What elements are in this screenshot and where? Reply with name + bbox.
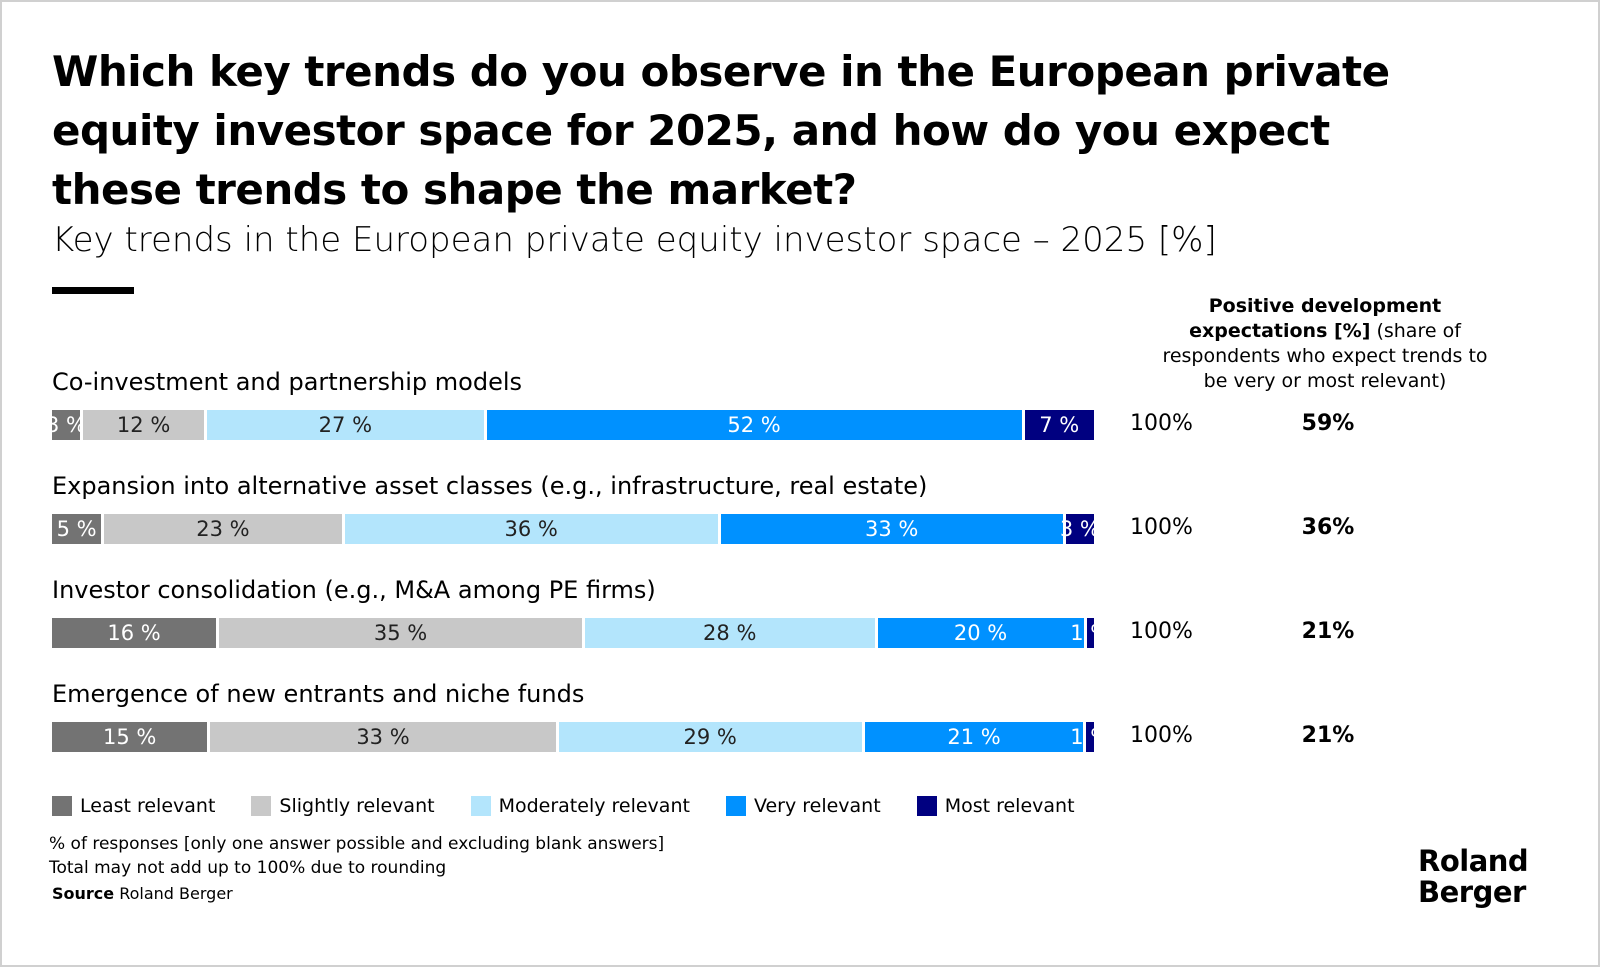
bar-segment: 21 % (864, 722, 1084, 752)
bar-segment: 27 % (207, 410, 484, 440)
row-total: 100% (1130, 723, 1193, 748)
row-label: Emergence of new entrants and niche fund… (52, 680, 585, 708)
bar-segment: 16 % (52, 618, 217, 648)
bar-segment: 20 % (877, 618, 1084, 648)
legend-swatch (251, 796, 272, 816)
positive-expectations-header: Positive development expectations [%] (s… (1152, 294, 1498, 394)
legend-swatch (725, 796, 746, 816)
legend-item: Moderately relevant (470, 795, 690, 817)
legend-item: Very relevant (725, 795, 881, 817)
legend-item: Slightly relevant (251, 795, 435, 817)
bar-segment: 36 % (344, 514, 718, 544)
bar-segment: 3 % (1060, 514, 1100, 544)
legend: Least relevant Slightly relevant Moderatel… (52, 795, 1111, 817)
row-label: Co-investment and partnership models (52, 368, 523, 396)
bar-segment: 1 % (1070, 722, 1110, 752)
bar-segment: 33 % (210, 722, 556, 752)
legend-item: Most relevant (916, 795, 1075, 817)
legend-item: Least relevant (52, 795, 215, 817)
positive-expectation-value: 21% (1301, 723, 1355, 748)
bar-segment: 1 % (1070, 618, 1110, 648)
row-label: Investor consolidation (e.g., M&A among … (52, 576, 656, 604)
source-label: Source (52, 884, 115, 903)
bar-segment: 3 % (46, 410, 86, 440)
bar-segment: 52 % (486, 410, 1022, 440)
bar-segment: 35 % (219, 618, 582, 648)
bar-segment: 33 % (720, 514, 1063, 544)
legend-swatch (470, 796, 491, 816)
positive-expectation-value: 21% (1301, 619, 1355, 644)
chart-subtitle: Key trends in the European private equit… (52, 220, 1217, 260)
chart-title: Which key trends do you observe in the E… (52, 47, 1390, 214)
title-rule (52, 287, 134, 294)
source: Source Roland Berger (52, 884, 233, 903)
positive-expectation-value: 59% (1301, 411, 1355, 436)
positive-header-bold: Positive development expectations [%] (1189, 295, 1442, 342)
roland-berger-logo: Roland Berger (1418, 844, 1529, 909)
bar-segment: 28 % (584, 618, 875, 648)
legend-swatch (916, 796, 937, 816)
row-total: 100% (1130, 619, 1193, 644)
notes: % of responses [only one answer possible… (49, 832, 664, 880)
bar-segment: 15 % (52, 722, 208, 752)
positive-header-rest: (share of respondents who expect trends … (1162, 320, 1488, 392)
bar-segment: 7 % (1024, 410, 1094, 440)
row-total: 100% (1130, 411, 1193, 436)
source-text: Roland Berger (114, 884, 233, 903)
row-label: Expansion into alternative asset classes… (52, 472, 928, 500)
legend-label: Most relevant (944, 795, 1075, 817)
bar-segment: 29 % (558, 722, 862, 752)
legend-swatch (52, 796, 72, 816)
legend-label: Slightly relevant (279, 795, 435, 817)
bar-segment: 23 % (104, 514, 342, 544)
positive-expectation-value: 36% (1301, 515, 1355, 540)
note-1: % of responses [only one answer possible… (49, 834, 665, 854)
legend-label: Least relevant (80, 795, 216, 817)
legend-label: Moderately relevant (498, 795, 690, 817)
legend-label: Very relevant (753, 795, 881, 817)
bar-segment: 12 % (83, 410, 205, 440)
note-2: Total may not add up to 100% due to roun… (49, 858, 447, 878)
bar-segment: 5 % (52, 514, 102, 544)
row-total: 100% (1130, 515, 1193, 540)
